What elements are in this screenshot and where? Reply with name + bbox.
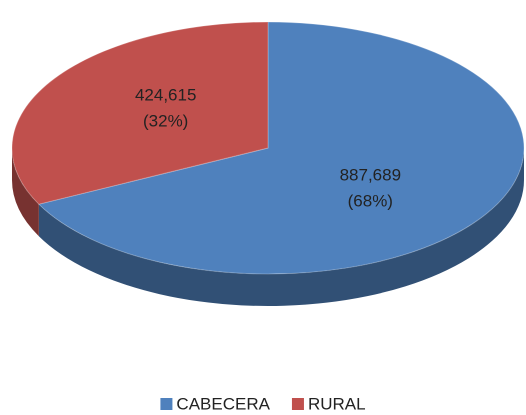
legend-label: CABECERA bbox=[176, 394, 270, 413]
pie-side bbox=[12, 148, 39, 237]
legend: CABECERA RURAL bbox=[160, 394, 366, 413]
percent-label: (68%) bbox=[348, 191, 393, 210]
data-label: 887,689 bbox=[340, 165, 401, 184]
legend-swatch bbox=[160, 398, 173, 410]
pie-slice bbox=[37, 21, 525, 275]
legend-swatch bbox=[291, 398, 304, 410]
data-label: 424,615 bbox=[135, 86, 196, 105]
pie-slice bbox=[11, 21, 269, 205]
legend-label: RURAL bbox=[308, 394, 366, 413]
pie-side bbox=[38, 148, 524, 306]
percent-label: (32%) bbox=[143, 112, 188, 131]
